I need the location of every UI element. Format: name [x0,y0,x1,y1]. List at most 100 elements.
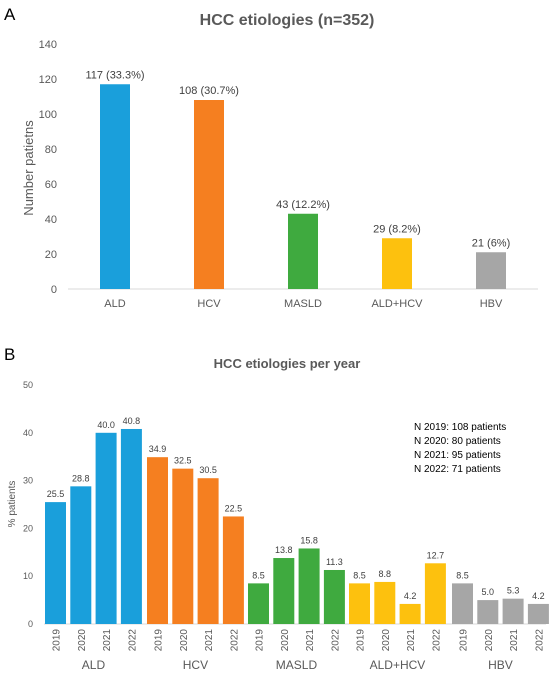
panel-b-bar-hbv-2022 [527,603,549,624]
panel-b-bar-hcv-2020 [172,468,194,624]
panel-b-bar-ald-2019 [45,502,66,624]
panel-b-x-tick-ald-2020: 2020 [77,629,88,652]
panel-b-group-label-hcv: HCV [183,658,208,672]
panel-b-bar-ald-2022 [120,428,142,624]
panel-b-x-tick-hcv-2020: 2020 [179,629,190,652]
panel-a-title: HCC etiologies (n=352) [200,12,375,29]
panel-b-x-tick-ald-hcv-2021: 2021 [406,629,417,652]
panel-b-bar-ald-2021 [95,432,117,624]
annotation-n-2019: N 2019: 108 patients [414,422,506,433]
panel-b-data-label-ald-hcv-2022: 12.7 [427,550,445,560]
panel-b-bar-hbv-2020 [477,600,499,624]
panel-a-x-tick-ald-hcv: ALD+HCV [371,298,423,310]
panel-a-data-label-hcv: 108 (30.7%) [179,85,239,97]
panel-b-x-tick-hcv-2022: 2022 [229,629,240,652]
panel-b-data-label-ald-hcv-2020: 8.8 [379,569,392,579]
panel-a-x-tick-hcv: HCV [197,298,221,310]
panel-b-x-tick-hbv-2020: 2020 [484,629,495,652]
panel-b-x-tick-masld-2020: 2020 [280,629,291,652]
panel-b-y-tick-50: 50 [23,380,33,390]
panel-a-y-tick-140: 140 [39,39,57,51]
panel-b-data-label-ald-2020: 28.8 [72,473,90,483]
panel-b-x-tick-hcv-2019: 2019 [154,629,165,652]
panel-a-y-tick-20: 20 [45,249,57,261]
panel-b-x-tick-masld-2019: 2019 [255,629,266,652]
panel-a-y-tick-120: 120 [39,74,57,86]
panel-b-bar-ald-2020 [70,486,92,624]
panel-b-data-label-hbv-2022: 4.2 [532,591,545,601]
panel-b-bar-masld-2019 [248,583,269,624]
panel-b-y-tick-40: 40 [23,428,33,438]
panel-a-x-tick-ald: ALD [104,298,125,310]
panel-b-x-tick-ald-2022: 2022 [127,629,138,652]
panel-b-data-label-masld-2019: 8.5 [252,570,265,580]
panel-b-data-label-hcv-2019: 34.9 [149,444,167,454]
panel-b-annotations: N 2019: 108 patients N 2020: 80 patients… [414,422,506,475]
panel-a: A HCC etiologies (n=352) Number patietns… [4,5,538,310]
panel-a-data-label-ald-hcv: 29 (8.2%) [373,223,421,235]
panel-b-data-label-ald-hcv-2019: 8.5 [353,570,366,580]
panel-b-data-label-hcv-2022: 22.5 [225,503,243,513]
panel-b-x-tick-hcv-2021: 2021 [204,629,215,652]
panel-b-data-label-hcv-2020: 32.5 [174,456,192,466]
panel-b-x-tick-ald-hcv-2020: 2020 [381,629,392,652]
panel-b-y-axis-label: % patients [7,481,18,528]
panel-b-data-label-masld-2021: 15.8 [300,535,318,545]
panel-b-x-tick-ald-2021: 2021 [102,629,113,652]
panel-b: B HCC etiologies per year % patients 0 10… [4,345,549,672]
panel-b-group-label-ald-hcv: ALD+HCV [370,658,426,672]
panel-b-data-label-hcv-2021: 30.5 [199,465,217,475]
annotation-n-2021: N 2021: 95 patients [414,450,501,461]
panel-a-x-tick-hbv: HBV [480,298,503,310]
panel-b-bar-hbv-2021 [502,598,524,624]
panel-a-y-tick-80: 80 [45,144,57,156]
panel-b-y-tick-10: 10 [23,571,33,581]
panel-a-bar-hbv [476,252,506,289]
panel-a-y-tick-100: 100 [39,109,57,121]
panel-a-bar-ald [100,84,130,289]
annotation-n-2022: N 2022: 71 patients [414,464,501,475]
panel-a-y-tick-0: 0 [51,284,57,296]
panel-b-bar-hcv-2019 [147,457,168,624]
panel-b-plot: 0 10 20 30 40 50 25.5 2019 28.8 2020 40.0 2021 40.8 2… [23,380,549,672]
panel-b-bar-ald-hcv-2022 [424,563,446,624]
panel-a-data-label-ald: 117 (33.3%) [85,69,144,81]
panel-a-y-axis-label: Number patietns [21,120,36,216]
panel-b-y-tick-0: 0 [28,619,33,629]
panel-b-bar-masld-2020 [273,558,295,624]
panel-b-x-tick-ald-2019: 2019 [52,629,63,652]
panel-b-data-label-hbv-2020: 5.0 [482,587,495,597]
panel-b-data-label-masld-2022: 11.3 [326,557,343,567]
panel-b-x-tick-hbv-2021: 2021 [509,629,520,652]
panel-b-x-tick-hbv-2019: 2019 [459,629,470,652]
panel-b-x-tick-masld-2021: 2021 [305,629,316,652]
panel-a-letter: A [4,5,16,24]
panel-a-y-tick-40: 40 [45,214,57,226]
panel-a-bar-hcv [194,100,224,289]
panel-b-x-tick-masld-2022: 2022 [330,629,341,652]
panel-a-y-tick-60: 60 [45,179,57,191]
panel-b-data-label-hbv-2021: 5.3 [507,586,520,596]
panel-b-y-tick-30: 30 [23,476,33,486]
panel-a-bar-ald-hcv [382,238,412,289]
panel-b-bar-ald-hcv-2019 [349,583,370,624]
panel-b-bar-masld-2022 [323,569,345,624]
panel-b-x-tick-ald-hcv-2022: 2022 [431,629,442,652]
panel-b-data-label-hbv-2019: 8.5 [456,570,469,580]
panel-b-data-label-ald-2021: 40.0 [97,420,115,430]
panel-b-bar-hbv-2019 [452,583,473,624]
annotation-n-2020: N 2020: 80 patients [414,436,501,447]
panel-a-data-label-hbv: 21 (6%) [472,237,511,249]
panel-a-plot: 0 20 40 60 80 100 120 140 117 (33.3%) ALD 108 (30.… [39,39,511,310]
panel-b-data-label-ald-2022: 40.8 [123,416,141,426]
panel-b-letter: B [4,345,15,364]
panel-b-bar-masld-2021 [298,548,320,624]
panel-b-data-label-ald-2019: 25.5 [47,489,65,499]
panel-b-bar-ald-hcv-2021 [399,603,421,624]
panel-b-bar-ald-hcv-2020 [374,581,396,624]
panel-b-bar-hcv-2022 [222,516,244,624]
panel-b-y-tick-20: 20 [23,523,33,533]
panel-b-data-label-ald-hcv-2021: 4.2 [404,591,417,601]
panel-b-data-label-masld-2020: 13.8 [275,545,293,555]
